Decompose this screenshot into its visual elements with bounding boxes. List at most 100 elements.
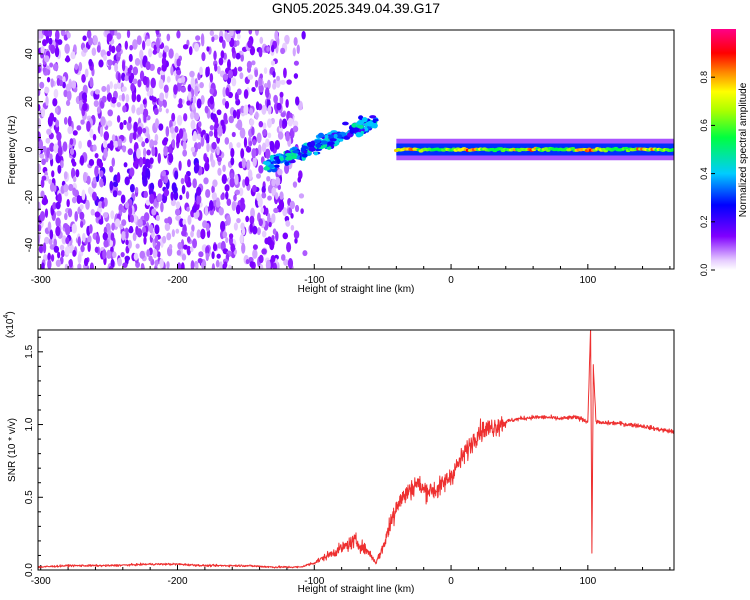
spectrogram-noise-mark [293, 230, 300, 239]
spectrogram-noise-mark [111, 134, 116, 142]
spectrogram-noise-mark [48, 178, 52, 185]
spectrogram-noise-mark [145, 168, 151, 178]
spectrogram-noise-mark [112, 102, 116, 108]
spectrogram-noise-mark [108, 265, 114, 269]
spectrogram-noise-mark [230, 147, 235, 158]
spectrogram-noise-mark [214, 122, 219, 129]
spectrogram-noise-mark [290, 224, 295, 231]
spectrogram-noise-mark [78, 92, 83, 103]
spectrogram-noise-mark [98, 161, 104, 169]
spectrogram-noise-mark [57, 145, 63, 157]
spectrogram-noise-mark [195, 263, 199, 269]
spectrogram-noise-mark [72, 187, 77, 196]
spectrogram-noise-mark [102, 212, 109, 219]
spectrogram-noise-mark [205, 133, 210, 145]
spectrogram-noise-mark [155, 37, 160, 49]
spectrogram-noise-mark [86, 120, 91, 132]
spectrogram-noise-mark [266, 79, 271, 90]
spectrogram-noise-mark [133, 252, 139, 261]
spectrogram-noise-mark [113, 140, 119, 148]
spectrogram-noise-mark [125, 94, 130, 103]
spectrogram-noise-mark [52, 63, 59, 72]
spectrogram-noise-mark [210, 112, 215, 120]
spectrogram-noise-mark [265, 138, 270, 148]
spectrogram-noise-mark [142, 127, 147, 134]
spectrogram-noise-mark [159, 92, 165, 102]
spectrogram-noise-mark [190, 78, 196, 89]
spectrogram-noise-mark [155, 30, 160, 36]
snr-ytick-label: 0.0 [24, 563, 35, 577]
spectrogram-chirp-mark [314, 139, 321, 144]
spectrogram-noise-mark [223, 261, 228, 269]
spectrogram-chirp-mark [269, 163, 275, 169]
spectrogram-noise-mark [55, 259, 62, 267]
spectrogram-noise-mark [53, 238, 58, 248]
spectrogram-noise-mark [180, 86, 186, 93]
spectrogram-noise-mark [190, 230, 194, 238]
spectrogram-noise-mark [47, 259, 52, 269]
spectrogram-noise-mark [190, 119, 196, 130]
spectrogram-noise-mark [107, 65, 112, 71]
snr-xlabel: Height of straight line (km) [298, 584, 415, 595]
spectrogram-noise-mark [230, 243, 236, 253]
spectrogram-noise-mark [128, 205, 133, 217]
spectrogram-ytick-label: -40 [24, 237, 35, 252]
spectrogram-noise-mark [168, 244, 173, 250]
spectrogram-noise-mark [102, 249, 107, 260]
spectrogram-noise-mark [258, 218, 263, 227]
spectrogram-noise-mark [94, 211, 101, 218]
spectrogram-noise-mark [38, 88, 41, 97]
spectrogram-noise-mark [48, 238, 53, 245]
spectrogram-noise-mark [192, 95, 197, 104]
spectrogram-noise-mark [44, 55, 50, 63]
spectrogram-noise-mark [230, 172, 234, 179]
spectrogram-noise-mark [92, 177, 97, 184]
spectrogram-noise-mark [190, 146, 196, 153]
spectrogram-noise-mark [240, 222, 245, 231]
spectrogram-noise-mark [148, 224, 154, 234]
spectrogram-noise-mark [71, 223, 77, 234]
spectrogram-noise-mark [264, 87, 270, 99]
spectrogram-noise-mark [168, 48, 174, 59]
spectrogram-noise-mark [51, 170, 55, 178]
spectrogram-noise-mark [126, 120, 132, 131]
spectrogram-noise-mark [72, 130, 78, 136]
spectrogram-xtick-label: -300 [31, 275, 51, 286]
spectrogram-noise-mark [139, 49, 144, 60]
spectrogram-noise-mark [196, 230, 201, 239]
spectrogram-noise-mark [38, 245, 43, 253]
spectrogram-noise-mark [116, 172, 121, 184]
spectrogram-noise-mark [271, 213, 276, 224]
spectrogram-noise-mark [73, 44, 77, 54]
spectrogram-chirp-mark [284, 161, 290, 166]
spectrogram-noise-mark [247, 74, 254, 80]
spectrogram-noise-mark [122, 105, 127, 113]
spectrogram-noise-mark [178, 128, 184, 139]
spectrogram-noise-mark [248, 140, 253, 147]
spectrogram-noise-mark [222, 231, 228, 239]
spectrogram-noise-mark [236, 109, 241, 120]
spectrogram-noise-mark [271, 178, 276, 187]
spectrogram-chirp-mark [327, 141, 335, 146]
spectrogram-noise-mark [201, 51, 206, 62]
spectrogram-noise-mark [200, 136, 205, 147]
spectrogram-noise-mark [107, 109, 114, 117]
spectrogram-chirp-mark [315, 142, 322, 149]
spectrogram-noise-mark [54, 30, 60, 41]
spectrogram-noise-mark [49, 229, 54, 240]
colorbar-tick-label: 0.0 [699, 264, 709, 277]
spectrogram-marks [38, 30, 674, 269]
spectrogram-noise-mark [225, 191, 229, 200]
spectrogram-noise-mark [271, 234, 275, 241]
spectrogram-noise-mark [282, 232, 289, 240]
spectrogram-noise-mark [197, 72, 201, 81]
spectrogram-noise-mark [41, 107, 46, 118]
spectrogram-noise-mark [209, 30, 215, 36]
spectrogram-noise-mark [241, 242, 246, 254]
spectrogram-noise-mark [92, 133, 97, 141]
spectrogram-noise-mark [288, 207, 293, 216]
spectrogram-noise-mark [42, 39, 47, 47]
colorbar-gradient [711, 29, 736, 270]
spectrogram-noise-mark [166, 33, 171, 42]
spectrogram-noise-mark [163, 84, 169, 93]
